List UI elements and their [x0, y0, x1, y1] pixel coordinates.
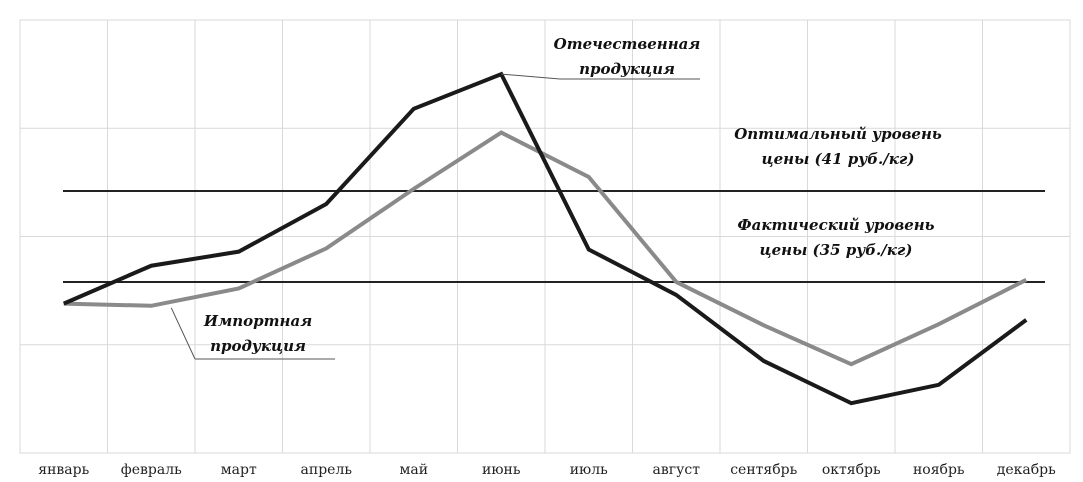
reference-lines: [63, 190, 1045, 283]
x-tick-label-12: декабрь: [997, 462, 1056, 478]
x-tick-label-7: июль: [570, 462, 608, 478]
callout-imported-line-1: Импортная: [203, 312, 312, 330]
x-tick-label-6: июнь: [482, 462, 521, 478]
x-tick-label-8: август: [653, 462, 701, 478]
x-tick-label-9: сентябрь: [730, 462, 797, 478]
x-tick-label-5: май: [399, 462, 428, 478]
x-axis-tick-labels: январь февраль март апрель май июнь июль август…: [38, 462, 1056, 478]
series-line-imported: [63, 130, 1028, 367]
series-line-domestic: [62, 71, 1028, 406]
annotations: Отечественная продукция Импортная продукция…: [170, 35, 942, 360]
callout-leader-imported: [170, 307, 196, 360]
callout-domestic-line-1: Отечественная: [554, 35, 701, 53]
x-tick-label-4: апрель: [301, 462, 353, 478]
x-tick-label-1: январь: [38, 462, 89, 478]
label-optimal-line-1: Оптимальный уровень: [734, 125, 942, 143]
x-tick-label-10: октябрь: [822, 462, 881, 478]
series-lines: [62, 71, 1028, 406]
label-actual-line-2: цены (35 руб./кг): [760, 241, 913, 259]
label-optimal-line-2: цены (41 руб./кг): [762, 150, 915, 168]
x-tick-label-2: февраль: [121, 462, 182, 478]
x-tick-label-11: ноябрь: [913, 462, 965, 478]
callout-domestic-line-2: продукция: [579, 60, 675, 78]
callout-imported-line-2: продукция: [210, 337, 306, 355]
grid: [19, 19, 1071, 454]
callout-leader-domestic: [501, 73, 561, 80]
x-tick-label-3: март: [221, 462, 257, 478]
label-actual-line-1: Фактический уровень: [737, 216, 934, 234]
